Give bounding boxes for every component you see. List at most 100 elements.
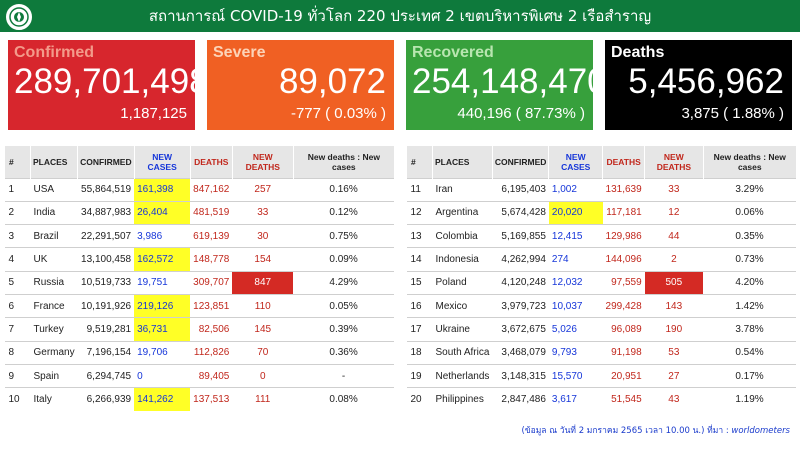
deaths-cell: 619,139	[190, 224, 233, 248]
col-rank: #	[406, 146, 433, 178]
ratio-cell: 3.78%	[703, 317, 796, 342]
ratio-cell: 0.08%	[293, 387, 394, 411]
ratio-cell: 4.20%	[703, 270, 796, 295]
ratio-cell: 4.29%	[293, 270, 394, 295]
new-cases-cell: 36,731	[134, 317, 191, 342]
confirmed-cell: 10,519,733	[77, 270, 135, 295]
col-deaths: DEATHS	[189, 146, 233, 178]
confirmed-cell: 55,864,519	[77, 177, 135, 202]
ratio-cell: 0.35%	[703, 224, 796, 248]
col-rank: #	[4, 146, 31, 178]
confirmed-cell: 3,672,675	[492, 317, 549, 342]
confirmed-cell: 22,291,507	[77, 224, 135, 248]
ratio-cell: 0.75%	[293, 224, 394, 248]
ranking-table-left: # PLACES CONFIRMED NEW CASES DEATHS NEW …	[4, 146, 394, 411]
new-cases-cell: 19,751	[134, 270, 191, 295]
ratio-cell: 0.17%	[703, 363, 796, 388]
col-ratio: New deaths : New cases	[292, 146, 394, 178]
confirmed-cell: 5,169,855	[492, 224, 549, 248]
table-row: 1 USA 55,864,519 161,398 847,162 257 0.16%	[4, 177, 394, 202]
table-row: 17 Ukraine 3,672,675 5,026 96,089 190 3.78%	[406, 317, 796, 342]
place-cell: Italy	[30, 387, 78, 411]
severe-value: 89,072	[278, 62, 386, 101]
deaths-cell: 129,986	[602, 224, 645, 248]
new-deaths-cell: 0	[232, 363, 294, 388]
new-deaths-cell: 2	[644, 247, 704, 272]
table-row: 19 Netherlands 3,148,315 15,570 20,951 27 0.17…	[406, 363, 796, 388]
confirmed-cell: 34,887,983	[77, 200, 135, 225]
place-cell: Netherlands	[432, 363, 493, 388]
new-deaths-cell: 12	[644, 200, 704, 225]
confirmed-cell: 3,148,315	[492, 363, 549, 388]
place-cell: Poland	[432, 270, 493, 295]
rank-cell: 12	[406, 200, 433, 225]
deaths-cell: 131,639	[602, 177, 645, 202]
table-row: 3 Brazil 22,291,507 3,986 619,139 30 0.75%	[4, 224, 394, 248]
deaths-cell: 137,513	[190, 387, 233, 411]
ratio-cell: 0.05%	[293, 293, 394, 318]
new-deaths-cell: 27	[644, 363, 704, 388]
deaths-cell: 299,428	[602, 293, 645, 318]
recovered-sub: 440,196 ( 87.73% )	[457, 105, 585, 122]
confirmed-cell: 6,294,745	[77, 363, 135, 388]
col-ratio: New deaths : New cases	[702, 146, 796, 178]
place-cell: Germany	[30, 340, 78, 365]
ratio-cell: 0.73%	[703, 247, 796, 272]
confirmed-label: Confirmed	[14, 44, 94, 61]
confirmed-cell: 6,195,403	[492, 177, 549, 202]
rank-cell: 9	[4, 363, 31, 388]
place-cell: Colombia	[432, 224, 493, 248]
rank-cell: 10	[4, 387, 31, 411]
confirmed-value: 289,701,498	[14, 62, 209, 101]
confirmed-cell: 7,196,154	[77, 340, 135, 365]
new-deaths-cell: 154	[232, 247, 294, 272]
deaths-cell: 51,545	[602, 387, 645, 411]
deaths-cell: 20,951	[602, 363, 645, 388]
place-cell: Argentina	[432, 200, 493, 225]
new-deaths-cell: 145	[232, 317, 294, 342]
confirmed-cell: 5,674,428	[492, 200, 549, 225]
ranking-table-right: # PLACES CONFIRMED NEW CASES DEATHS NEW …	[406, 146, 796, 411]
new-cases-cell: 15,570	[548, 363, 603, 388]
rank-cell: 15	[406, 270, 433, 295]
deaths-cell: 309,707	[190, 270, 233, 295]
table-row: 20 Philippines 2,847,486 3,617 51,545 43 1.19%	[406, 387, 796, 411]
deaths-cell: 112,826	[190, 340, 233, 365]
ratio-cell: 0.16%	[293, 177, 394, 202]
ratio-cell: 3.29%	[703, 177, 796, 202]
table-row: 5 Russia 10,519,733 19,751 309,707 847 4.29%	[4, 270, 394, 295]
confirmed-cell: 10,191,926	[77, 293, 135, 318]
rank-cell: 4	[4, 247, 31, 272]
deaths-cell: 97,559	[602, 270, 645, 295]
ratio-cell: 0.06%	[703, 200, 796, 225]
ministry-emblem-icon	[4, 2, 34, 32]
place-cell: Brazil	[30, 224, 78, 248]
source-note: (ข้อมูล ณ วันที่ 2 มกราคม 2565 เวลา 10.0…	[521, 423, 790, 437]
table-row: 12 Argentina 5,674,428 20,020 117,181 12 0.06%	[406, 200, 796, 225]
col-places: PLACES	[29, 146, 78, 178]
place-cell: France	[30, 293, 78, 318]
ratio-cell: 0.12%	[293, 200, 394, 225]
new-deaths-cell: 847	[232, 270, 294, 295]
confirmed-cell: 2,847,486	[492, 387, 549, 411]
rank-cell: 18	[406, 340, 433, 365]
rank-cell: 2	[4, 200, 31, 225]
severe-card: Severe 89,072 -777 ( 0.03% )	[207, 40, 394, 130]
table-row: 16 Mexico 3,979,723 10,037 299,428 143 1.42%	[406, 293, 796, 318]
col-confirmed: CONFIRMED	[77, 146, 135, 178]
table-row: 4 UK 13,100,458 162,572 148,778 154 0.09%	[4, 247, 394, 272]
new-deaths-cell: 257	[232, 177, 294, 202]
confirmed-cell: 13,100,458	[77, 247, 135, 272]
confirmed-cell: 6,266,939	[77, 387, 135, 411]
new-cases-cell: 12,032	[548, 270, 603, 295]
deaths-cell: 91,198	[602, 340, 645, 365]
deaths-cell: 117,181	[602, 200, 645, 225]
new-cases-cell: 3,617	[548, 387, 603, 411]
table-row: 15 Poland 4,120,248 12,032 97,559 505 4.20%	[406, 270, 796, 295]
table-row: 8 Germany 7,196,154 19,706 112,826 70 0.36%	[4, 340, 394, 365]
place-cell: Turkey	[30, 317, 78, 342]
new-cases-cell: 10,037	[548, 293, 603, 318]
confirmed-card: Confirmed 289,701,498 1,187,125	[8, 40, 209, 130]
table-row: 13 Colombia 5,169,855 12,415 129,986 44 0.35%	[406, 224, 796, 248]
recovered-value: 254,148,470	[412, 62, 607, 101]
